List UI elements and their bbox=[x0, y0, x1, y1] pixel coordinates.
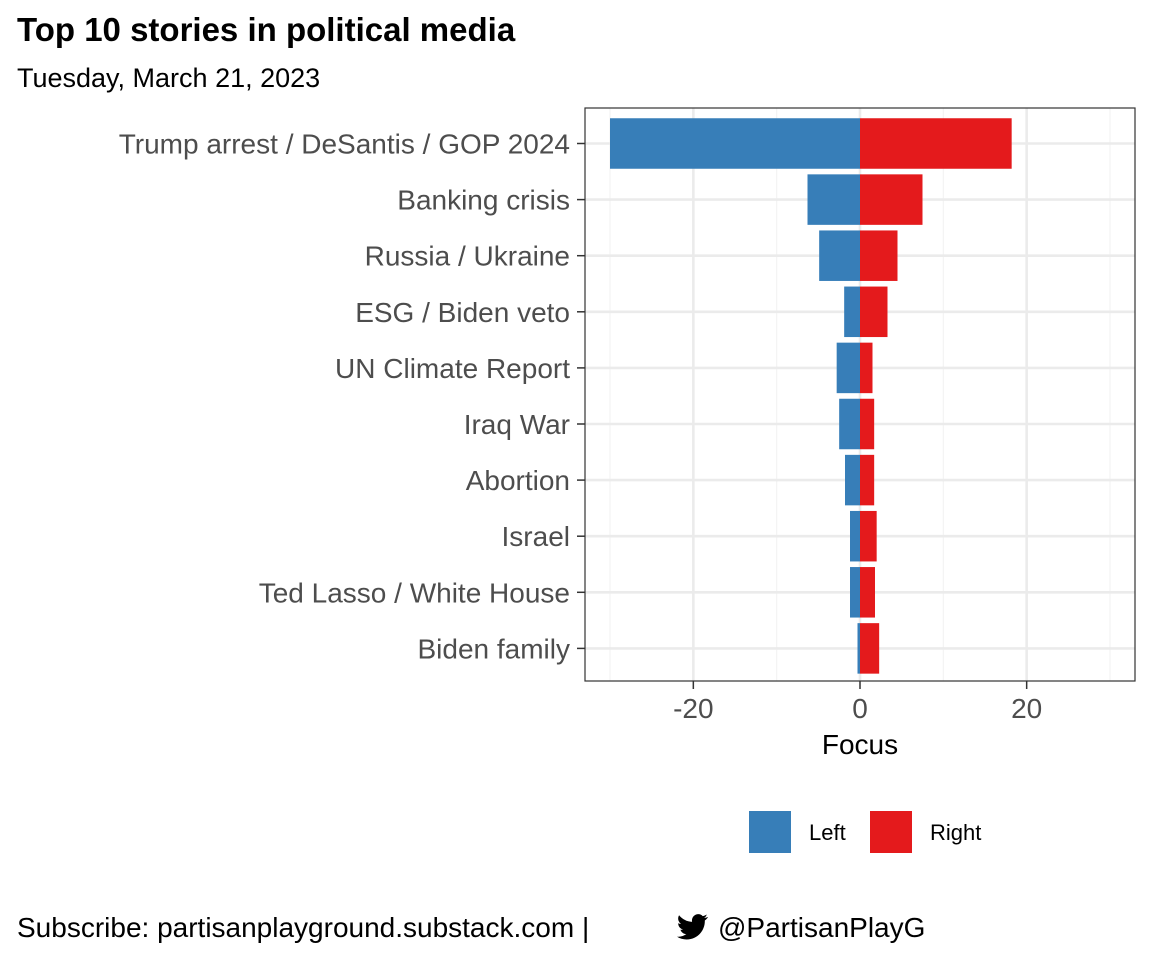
y-tick-label: Israel bbox=[502, 521, 570, 552]
bar-right-0 bbox=[860, 118, 1012, 169]
y-tick-label: Ted Lasso / White House bbox=[259, 577, 570, 608]
bar-left-7 bbox=[850, 510, 860, 562]
bar-right-3 bbox=[860, 286, 888, 338]
bar-right-5 bbox=[860, 398, 875, 450]
bar-left-3 bbox=[844, 286, 860, 338]
y-tick-label: Biden family bbox=[417, 633, 570, 664]
y-axis: Trump arrest / DeSantis / GOP 2024 Bankin… bbox=[119, 129, 585, 664]
bar-left-2 bbox=[819, 230, 860, 281]
y-tick-label: Abortion bbox=[466, 465, 570, 496]
x-axis-title: Focus bbox=[822, 729, 898, 760]
y-tick-label: Russia / Ukraine bbox=[365, 241, 570, 272]
bar-left-6 bbox=[845, 454, 860, 506]
bars bbox=[610, 118, 1012, 674]
twitter-bird-icon bbox=[676, 914, 708, 940]
bar-right-1 bbox=[860, 174, 923, 225]
x-tick-label: 0 bbox=[852, 693, 868, 724]
chart-title: Top 10 stories in political media bbox=[17, 11, 516, 48]
legend: Left Right bbox=[749, 811, 981, 853]
bar-right-4 bbox=[860, 342, 873, 394]
bar-right-2 bbox=[860, 230, 898, 281]
bar-right-6 bbox=[860, 454, 875, 506]
y-tick-label: Banking crisis bbox=[397, 185, 570, 216]
x-tick-label: 20 bbox=[1011, 693, 1042, 724]
y-tick-label: ESG / Biden veto bbox=[355, 297, 570, 328]
y-tick-label: UN Climate Report bbox=[335, 353, 570, 384]
y-tick-label: Iraq War bbox=[464, 409, 570, 440]
caption-handle: @PartisanPlayG bbox=[718, 912, 925, 943]
caption-prefix: Subscribe: partisanplayground.substack.c… bbox=[17, 912, 589, 943]
bar-left-4 bbox=[836, 342, 860, 394]
x-axis: -20 0 20 bbox=[673, 681, 1042, 724]
legend-label-right: Right bbox=[930, 820, 981, 845]
x-tick-label: -20 bbox=[673, 693, 713, 724]
bar-left-5 bbox=[839, 398, 860, 450]
legend-swatch-left bbox=[749, 811, 791, 853]
legend-swatch-right bbox=[870, 811, 912, 853]
bar-right-8 bbox=[860, 567, 875, 618]
bar-left-8 bbox=[850, 567, 860, 618]
bar-left-0 bbox=[610, 118, 860, 169]
chart-subtitle: Tuesday, March 21, 2023 bbox=[17, 63, 320, 93]
bar-left-1 bbox=[807, 174, 860, 225]
bar-right-7 bbox=[860, 510, 877, 562]
bar-left-9 bbox=[857, 623, 860, 674]
legend-label-left: Left bbox=[809, 820, 846, 845]
y-tick-label: Trump arrest / DeSantis / GOP 2024 bbox=[119, 129, 570, 160]
bar-right-9 bbox=[860, 623, 880, 674]
caption: Subscribe: partisanplayground.substack.c… bbox=[17, 912, 925, 943]
